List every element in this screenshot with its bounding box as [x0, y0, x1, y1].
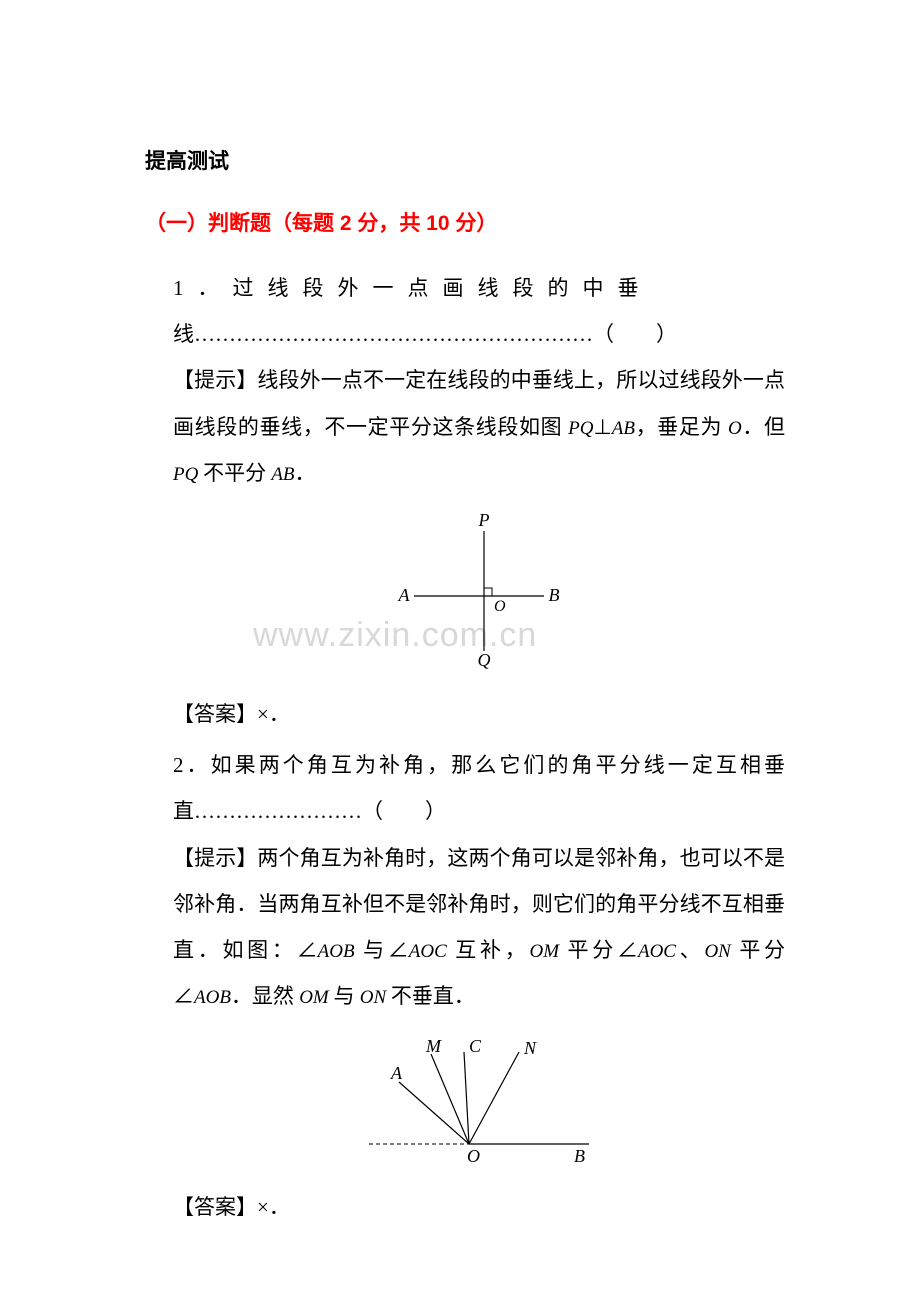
q2-on1: ON: [704, 941, 739, 962]
q1-end: ．: [295, 461, 316, 485]
label-A: A: [398, 585, 411, 605]
q1-perp: ⊥: [593, 415, 611, 439]
q1-ab: AB: [612, 418, 635, 439]
q2-t3: 平分∠: [568, 938, 638, 962]
q2-t1: 与∠: [363, 938, 409, 962]
q1-svg: P Q A B O: [379, 511, 579, 671]
q2-aob1: AOB: [318, 941, 363, 962]
label-O2: O: [467, 1146, 480, 1164]
q2-t7: 与: [334, 984, 360, 1008]
section-heading: （一）判断题（每题 2 分，共 10 分）: [145, 207, 785, 237]
q1-line1: 1．过线段外一点画线段的中垂: [173, 265, 785, 311]
q1-pq2: PQ: [173, 464, 203, 485]
label-B: B: [549, 585, 560, 605]
q2-svg: A M C N O B: [349, 1034, 609, 1164]
label-Q: Q: [478, 650, 491, 670]
label-B2: B: [574, 1146, 585, 1164]
q1-answer: 【答案】×．: [173, 691, 785, 737]
label-P: P: [478, 511, 490, 530]
q2-t4: 、: [676, 938, 704, 962]
q2-t6: ．显然: [231, 984, 299, 1008]
q2-om1: OM: [529, 941, 567, 962]
q1-mid2: ．但: [742, 415, 785, 439]
q2-answer: 【答案】×．: [173, 1184, 785, 1230]
q1-ab2: AB: [271, 464, 294, 485]
q1-hint: 【提示】线段外一点不一定在线段的中垂线上，所以过线段外一点画线段的垂线，不一定平…: [173, 357, 785, 496]
content-body: 1．过线段外一点画线段的中垂 线…………………………………………………（ ） 【…: [145, 265, 785, 1230]
q1-dots: 线…………………………………………………（ ）: [173, 311, 785, 357]
label-N: N: [523, 1038, 537, 1058]
page-title: 提高测试: [145, 145, 785, 175]
q1-pq: PQ: [568, 418, 593, 439]
q2-t8: 不垂直．: [391, 984, 475, 1008]
label-O: O: [494, 598, 506, 615]
q2-t2: 互补，: [455, 938, 529, 962]
label-C: C: [469, 1036, 482, 1056]
q2-aoc1: AOC: [409, 941, 455, 962]
q1-mid3: 不平分: [203, 461, 271, 485]
q2-text: 2．如果两个角互为补角，那么它们的角平分线一定互相垂直……………………（ ）: [173, 742, 785, 834]
label-M: M: [425, 1036, 442, 1056]
q2-figure: A M C N O B: [173, 1034, 785, 1169]
q2-om2: OM: [299, 987, 333, 1008]
q1-mid1: ，垂足为: [635, 415, 722, 439]
q1-figure: www.zixin.com.cn P Q A B O: [173, 511, 785, 676]
label-A2: A: [390, 1063, 403, 1083]
q1-o: O: [728, 418, 742, 439]
q2-aoc2: AOC: [638, 941, 676, 962]
q2-aob2: AOB: [194, 987, 231, 1008]
q2-hint: 【提示】两个角互为补角时，这两个角可以是邻补角，也可以不是邻补角．当两角互补但不…: [173, 835, 785, 1020]
q2-on2: ON: [360, 987, 391, 1008]
